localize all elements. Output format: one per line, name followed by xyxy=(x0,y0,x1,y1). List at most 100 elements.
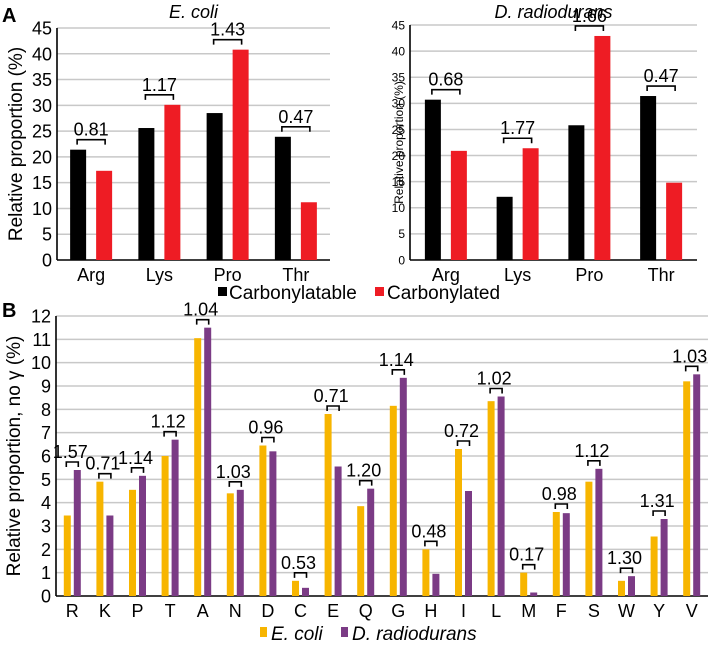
y-tick-label: 30 xyxy=(32,96,52,116)
y-tick-label: 5 xyxy=(41,470,51,490)
ratio-bracket xyxy=(391,369,406,375)
ratio-label: 0.71 xyxy=(85,454,120,474)
ratio-label: 1.77 xyxy=(500,118,535,138)
bar-s2-e xyxy=(334,466,342,596)
ratio-label: 1.30 xyxy=(607,548,642,568)
y-tick-label: 0 xyxy=(42,250,52,270)
ratio-bracket xyxy=(326,405,340,411)
chart-b: 0123456789101112R1.57K0.71P1.14T1.12A1.0… xyxy=(4,300,708,621)
y-tick-label: 1 xyxy=(41,563,51,583)
ratio-bracket xyxy=(587,460,601,466)
ratio-bracket xyxy=(424,540,438,547)
bar-s1-p xyxy=(129,489,136,596)
chart-title: E. coli xyxy=(169,2,219,22)
legend-label-ecoli: E. coli xyxy=(271,624,324,645)
ratio-bracket xyxy=(228,481,243,487)
x-tick-label: Pro xyxy=(575,265,603,285)
ratio-label: 1.12 xyxy=(151,412,186,432)
x-tick-label: D xyxy=(261,601,274,621)
bar-s1-w xyxy=(618,580,625,596)
bar-s1-t xyxy=(161,456,169,596)
ratio-bracket xyxy=(619,567,634,574)
bar-s1-e xyxy=(324,414,332,596)
ratio-bracket xyxy=(195,318,210,325)
ratio-bracket xyxy=(261,436,275,443)
bar-s1-pro xyxy=(568,125,585,261)
ratio-label: 0.47 xyxy=(278,107,313,127)
chart-title: D. radiodurans xyxy=(494,2,612,22)
bar-s2-f xyxy=(562,513,570,596)
y-tick-label: 6 xyxy=(41,446,51,466)
bar-s2-arg xyxy=(96,170,113,260)
bar-s1-g xyxy=(389,405,397,596)
y-tick-label: 20 xyxy=(32,147,52,167)
y-axis-label: Relative proportion, no γ (%) xyxy=(4,336,25,577)
ratio-label: 0.71 xyxy=(314,386,349,406)
bar-s2-y xyxy=(660,519,668,596)
bar-s2-d xyxy=(269,451,277,596)
y-tick-label: 0 xyxy=(41,586,51,606)
ratio-bracket xyxy=(456,440,471,446)
bar-s2-s xyxy=(595,468,603,596)
bar-s2-lys xyxy=(164,104,181,260)
bar-s2-v xyxy=(693,374,701,596)
ratio-label: 1.57 xyxy=(53,442,88,462)
chart-ecoli: 0 5 10 15 20 25 30 35 40 45 Arg 0.81 Lys 1.17 Pro 1.43 T… xyxy=(6,2,330,285)
legend-label-drad: D. radiodurans xyxy=(352,624,477,645)
ratio-bracket xyxy=(76,138,106,145)
bar-s1-f xyxy=(552,512,560,596)
y-tick-label: 4 xyxy=(41,493,51,513)
ratio-label: 1.43 xyxy=(210,20,245,40)
bar-s1-s xyxy=(585,481,593,596)
ratio-label: 1.02 xyxy=(477,369,512,389)
y-tick-label: 35 xyxy=(32,70,52,90)
ratio-bracket xyxy=(521,563,536,570)
bar-s2-m xyxy=(530,592,538,596)
ratio-bracket xyxy=(502,137,533,144)
x-tick-label: Lys xyxy=(146,265,173,285)
ratio-bracket xyxy=(652,510,666,516)
x-tick-label: Arg xyxy=(77,265,105,285)
x-tick-label: A xyxy=(197,601,209,621)
bar-s1-arg xyxy=(424,99,441,260)
x-tick-label: F xyxy=(556,601,567,621)
ratio-bracket xyxy=(130,467,145,473)
y-tick-label: 3 xyxy=(41,516,51,536)
ratio-bracket xyxy=(98,472,112,479)
x-tick-label: M xyxy=(521,601,536,621)
bar-s2-pro xyxy=(232,49,249,260)
bar-s2-c xyxy=(302,587,309,596)
x-tick-label: K xyxy=(99,601,111,621)
x-tick-label: Q xyxy=(359,601,373,621)
y-tick-label: 35 xyxy=(392,71,406,85)
ratio-bracket xyxy=(554,503,569,509)
ratio-label: 1.66 xyxy=(572,6,607,26)
bar-s2-t xyxy=(171,439,179,596)
bar-s1-thr xyxy=(640,96,657,261)
x-tick-label: Y xyxy=(653,601,665,621)
ratio-label: 0.47 xyxy=(644,66,679,86)
x-tick-label: V xyxy=(686,601,698,621)
bar-s2-k xyxy=(106,515,114,596)
ratio-label: 0.81 xyxy=(74,120,109,140)
y-tick-label: 15 xyxy=(392,175,406,189)
y-tick-label: 45 xyxy=(32,18,52,38)
x-tick-label: H xyxy=(424,601,437,621)
bar-s2-l xyxy=(497,396,505,596)
y-tick-label: 45 xyxy=(392,18,406,32)
y-tick-label: 15 xyxy=(32,173,52,193)
y-tick-label: 12 xyxy=(31,306,51,326)
y-tick-label: 40 xyxy=(32,44,52,64)
bar-s2-q xyxy=(367,488,375,596)
y-tick-label: 20 xyxy=(392,149,406,163)
y-tick-label: 10 xyxy=(392,201,406,215)
x-tick-label: Thr xyxy=(282,265,309,285)
panel-label-b: B xyxy=(2,300,16,322)
bar-s1-k xyxy=(96,481,104,596)
bar-s1-i xyxy=(455,449,462,596)
bar-s1-r xyxy=(63,515,71,596)
bar-s2-r xyxy=(73,470,81,596)
y-axis-label: Relative proportion (%) xyxy=(6,47,27,241)
y-tick-label: 0 xyxy=(398,253,405,267)
